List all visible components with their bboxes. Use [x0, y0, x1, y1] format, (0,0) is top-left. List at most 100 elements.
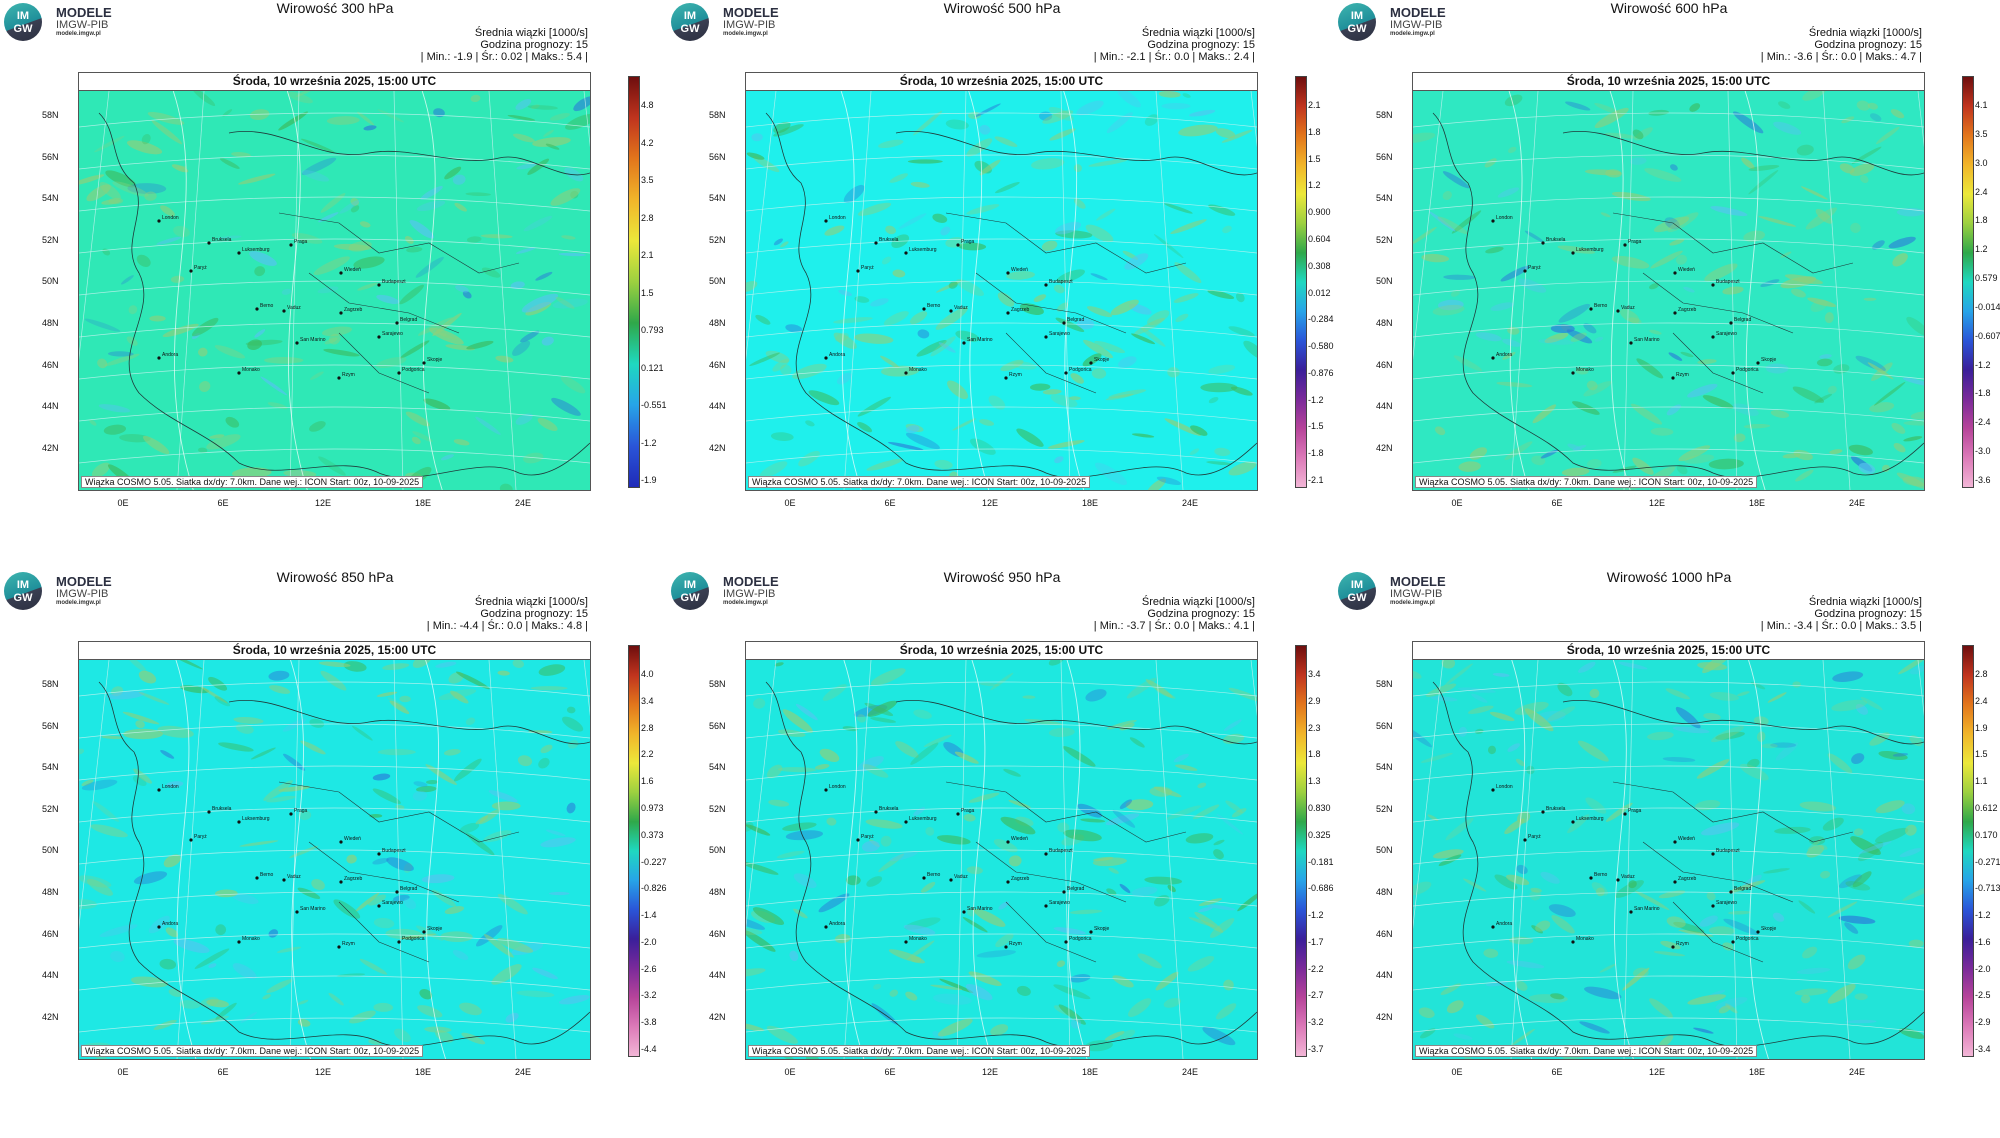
city-label: Rzym [1676, 372, 1689, 378]
vorticity-patch [954, 751, 979, 764]
colorbar-tick-label: 0.121 [641, 362, 664, 373]
vorticity-patch [1494, 874, 1518, 890]
vorticity-patch [412, 790, 428, 801]
colorbar-tick-label: -0.580 [1308, 341, 1334, 352]
latitude-tick-label: 56N [709, 720, 726, 731]
vorticity-patch [435, 661, 457, 668]
city-label: Luksemburg [242, 816, 270, 822]
vorticity-patch [1413, 724, 1433, 748]
latitude-tick-label: 56N [709, 151, 726, 162]
vorticity-patch [955, 330, 980, 342]
colorbar-tick-label: 0.308 [1308, 260, 1331, 271]
latitude-line [79, 933, 590, 949]
vorticity-patch [123, 728, 163, 740]
latitude-line [1413, 196, 1924, 212]
city-label: Budapeszt [382, 848, 406, 854]
vorticity-patch [871, 1003, 899, 1025]
vorticity-patch [1599, 963, 1617, 973]
vorticity-patch [300, 138, 335, 153]
vorticity-patch [1124, 253, 1149, 270]
vorticity-patch [254, 266, 266, 277]
latitude-tick-label: 42N [709, 442, 726, 453]
map-canvas: London Bruksela Paryż Luksemburg Praga Wiedeń… [79, 652, 590, 1059]
vorticity-patch [1182, 93, 1191, 98]
city-label: Monako [1576, 936, 1594, 942]
longitude-tick-label: 6E [217, 498, 229, 508]
vorticity-patch [1188, 109, 1216, 117]
city-label: Podgorica [1069, 367, 1092, 373]
vorticity-patch [112, 181, 149, 197]
vorticity-patch [1575, 367, 1589, 375]
vorticity-patch [1013, 361, 1037, 370]
vorticity-patch [1583, 381, 1612, 397]
vorticity-patch [889, 989, 899, 997]
vorticity-patch [1096, 208, 1116, 221]
vorticity-patch [119, 434, 151, 443]
city-marker [904, 940, 908, 944]
latitude-line [1413, 322, 1924, 338]
vorticity-patch [483, 934, 514, 958]
city-marker [1673, 311, 1677, 315]
vorticity-patch [311, 879, 325, 890]
longitude-line [1623, 659, 1634, 1059]
vorticity-patch [1819, 354, 1832, 359]
vorticity-patch [165, 927, 179, 938]
city-marker [207, 810, 211, 814]
vorticity-patch [107, 351, 134, 357]
min-mean-max: | Min.: -3.4 | Śr.: 0.0 | Maks.: 3.5 | [1760, 620, 1922, 632]
vorticity-patch [363, 125, 377, 131]
vorticity-patch [1850, 836, 1881, 856]
vorticity-patch [389, 700, 410, 714]
vorticity-patch [1053, 927, 1086, 935]
vorticity-patch [1485, 246, 1504, 254]
vorticity-patch [923, 734, 952, 748]
vorticity-patch [979, 124, 991, 135]
city-marker [1711, 283, 1715, 287]
vorticity-patch [1715, 731, 1745, 740]
latitude-tick-label: 48N [1376, 318, 1393, 328]
vorticity-patch [426, 779, 439, 785]
stats-block: Średnia wiązki [1000/s] Godzina prognozy:… [1094, 596, 1255, 632]
vorticity-patch [429, 327, 464, 345]
vorticity-patch [376, 294, 400, 304]
city-marker [1589, 876, 1593, 880]
longitude-line [176, 90, 205, 490]
city-marker [856, 838, 860, 842]
vorticity-patch [1432, 849, 1464, 859]
city-label: Belgrad [1067, 886, 1084, 892]
vorticity-patch [1141, 327, 1166, 347]
vorticity-patch [1137, 953, 1162, 969]
vorticity-patch [1680, 351, 1694, 358]
vorticity-patch [412, 431, 433, 442]
contour-line [843, 659, 865, 1059]
vorticity-patch [880, 355, 900, 369]
colorbar-tick-label: 1.9 [1975, 722, 1988, 733]
city-label: Skopje [1094, 926, 1110, 932]
vorticity-patch [1579, 1021, 1610, 1034]
forecast-hour: Godzina prognozy: 15 [1814, 608, 1922, 620]
stats-mean-label: Średnia wiązki [1000/s] [1141, 596, 1255, 608]
vorticity-patch [1860, 696, 1883, 711]
latitude-tick-label: 48N [709, 887, 726, 897]
city-label: Budapeszt [1716, 279, 1740, 285]
vorticity-patch [417, 1005, 443, 1018]
city-label: Skopje [427, 357, 443, 363]
vorticity-patch [822, 684, 847, 701]
longitude-tick-label: 24E [1181, 1067, 1198, 1077]
vorticity-patch [1706, 891, 1716, 901]
vorticity-patch [1504, 94, 1523, 107]
vorticity-patch [1016, 428, 1044, 447]
vorticity-patch [566, 802, 576, 814]
vorticity-patch [359, 958, 388, 975]
city-marker [1673, 880, 1677, 884]
vorticity-patch [81, 779, 118, 791]
city-marker [1006, 840, 1010, 844]
vorticity-patch [550, 188, 581, 206]
latitude-line [746, 1017, 1257, 1033]
vorticity-patch [1827, 753, 1853, 774]
vorticity-patch [1056, 269, 1085, 283]
vorticity-patch [89, 419, 97, 426]
vorticity-patch [149, 315, 166, 322]
vorticity-patch [1209, 918, 1235, 938]
model-footer: Wiązka COSMO 5.05. Siatka dx/dy: 7.0km. … [748, 1045, 1091, 1057]
